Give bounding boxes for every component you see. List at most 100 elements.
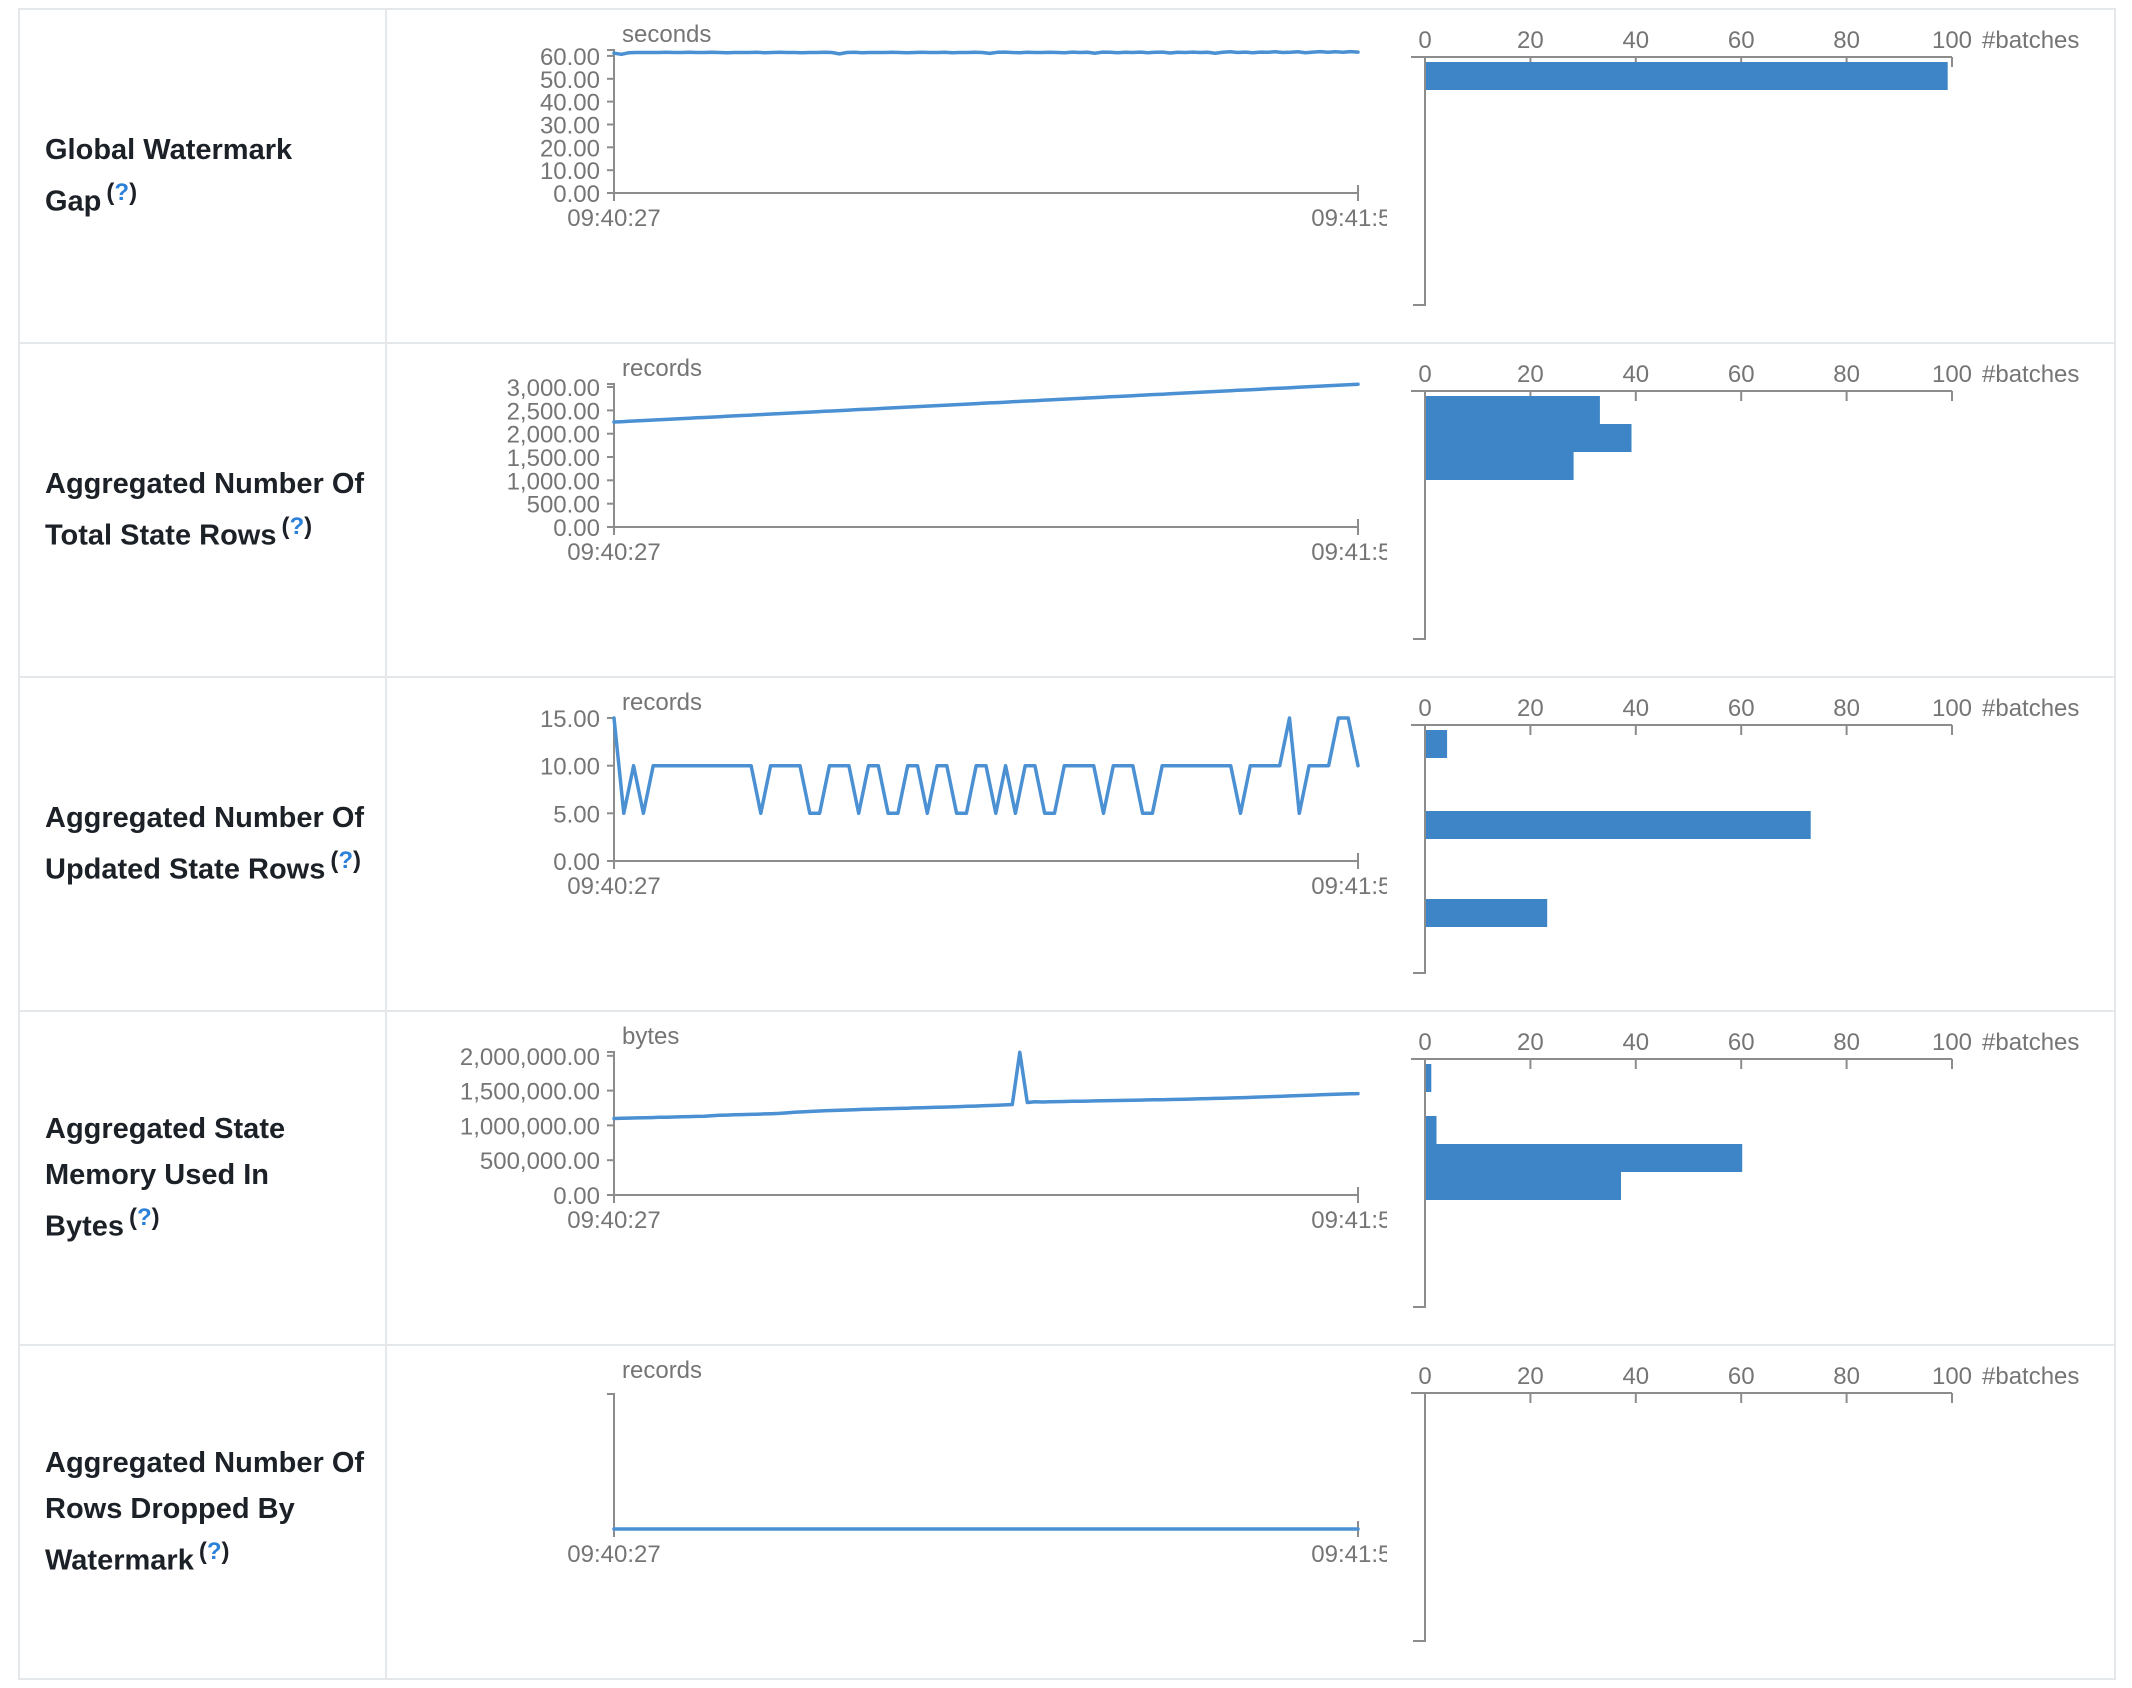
metric-help-link[interactable]: (?): [199, 1538, 230, 1565]
svg-text:09:41:56: 09:41:56: [1311, 1541, 1387, 1568]
svg-text:60: 60: [1728, 361, 1755, 388]
metric-help-link[interactable]: (?): [106, 179, 137, 206]
histogram-bar: [1426, 1064, 1432, 1092]
svg-text:09:40:27: 09:40:27: [567, 539, 660, 566]
y-axis: [607, 1393, 615, 1529]
x-axis-end-label: 09:41:56: [1311, 539, 1387, 566]
svg-text:seconds: seconds: [622, 21, 711, 48]
timeline-chart: records 09:40:27 09:41:56: [567, 1357, 1387, 1568]
svg-text:60: 60: [1728, 1029, 1755, 1056]
chart-cell: records 3,000.00 2,500.00 2,000.00 1,500.00 1…: [385, 342, 2116, 678]
metric-help-link[interactable]: (?): [129, 1204, 160, 1231]
timeline-chart: seconds 60.0050.0040.0030.0020.0010.000.0…: [540, 21, 1387, 232]
histogram-left-axis: [1413, 57, 1426, 306]
help-question-icon[interactable]: ?: [338, 846, 354, 874]
metric-help-link[interactable]: (?): [282, 513, 313, 540]
x-axis-start-label: 09:40:27: [567, 1541, 660, 1568]
timeline-chart: bytes 2,000,000.00 1,500,000.00 1,000,000.0…: [460, 1023, 1387, 1234]
streaming-statistics-table: Global Watermark Gap (?) seconds 60.00 50.0…: [18, 8, 2116, 1680]
svg-text:40: 40: [1622, 695, 1649, 722]
metric-label-cell: Aggregated Number Of Rows Dropped By Wat…: [18, 1344, 387, 1680]
svg-text:80: 80: [1833, 27, 1860, 54]
help-paren-open: (: [198, 1537, 207, 1565]
metric-label-cell: Aggregated State Memory Used In Bytes (?): [18, 1010, 387, 1346]
timeline-chart: records 3,000.002,500.002,000.001,500.001…: [507, 355, 1387, 566]
chart-cell: records 15.00 10.00 5.00 0.00 09:40:27 09:41:5…: [385, 676, 2116, 1012]
timeline-unit-label: seconds: [622, 21, 711, 48]
svg-text:80: 80: [1833, 1363, 1860, 1390]
help-question-icon[interactable]: ?: [289, 512, 305, 540]
help-question-icon[interactable]: ?: [206, 1537, 222, 1565]
svg-text:0: 0: [1418, 1029, 1431, 1056]
svg-text:09:41:56: 09:41:56: [1311, 539, 1387, 566]
metric-help-link[interactable]: (?): [330, 847, 361, 874]
histogram-bar: [1426, 62, 1948, 90]
y-axis: [607, 49, 615, 193]
svg-text:100: 100: [1932, 27, 1972, 54]
timeline-line: [612, 716, 1360, 816]
histogram-left-axis: [1413, 391, 1426, 640]
svg-text:80: 80: [1833, 695, 1860, 722]
svg-text:0.00: 0.00: [553, 849, 600, 876]
histogram-left-axis: [1413, 1393, 1426, 1642]
histogram-bar: [1426, 899, 1548, 927]
histogram-left-axis: [1413, 725, 1426, 974]
metric-row: Aggregated Number Of Updated State Rows(…: [18, 676, 2116, 1012]
histogram-bar: [1426, 1144, 1743, 1172]
svg-text:1,000.00: 1,000.00: [507, 468, 600, 495]
svg-text:500,000.00: 500,000.00: [480, 1148, 600, 1175]
x-axis: [614, 185, 1359, 194]
help-paren-open: (: [106, 178, 115, 206]
svg-text:30.00: 30.00: [540, 113, 600, 140]
timeline-line: [612, 382, 1360, 424]
histogram-left-axis: [1413, 1059, 1426, 1308]
svg-text:#batches: #batches: [1982, 361, 2079, 388]
svg-text:100: 100: [1932, 695, 1972, 722]
histogram-bar: [1426, 424, 1632, 452]
svg-text:0.00: 0.00: [553, 515, 600, 542]
help-question-icon[interactable]: ?: [114, 178, 130, 206]
histogram-axis-label: #batches: [1982, 27, 2079, 54]
svg-text:1,500,000.00: 1,500,000.00: [460, 1079, 600, 1106]
svg-text:20: 20: [1517, 1029, 1544, 1056]
histogram-bar: [1426, 452, 1574, 480]
help-paren-open: (: [330, 846, 339, 874]
svg-text:10.00: 10.00: [540, 754, 600, 781]
metric-label: Aggregated State Memory Used In Bytes: [45, 1113, 286, 1243]
metrics-table-body: Global Watermark Gap (?) seconds 60.00 50.0…: [18, 8, 2116, 1680]
histogram-axis-label: #batches: [1982, 1029, 2079, 1056]
histogram-chart: 0 20 40 60 80 100 #batches: [1411, 695, 2079, 974]
svg-text:40: 40: [1622, 361, 1649, 388]
help-question-icon[interactable]: ?: [137, 1203, 152, 1231]
histogram-chart: 0 20 40 60 80 100 #batches: [1411, 27, 2079, 306]
svg-text:#batches: #batches: [1982, 27, 2079, 54]
svg-text:20: 20: [1517, 361, 1544, 388]
svg-text:09:40:27: 09:40:27: [567, 873, 660, 900]
svg-text:records: records: [622, 355, 702, 382]
svg-text:60: 60: [1728, 695, 1755, 722]
x-axis-start-label: 09:40:27: [567, 539, 660, 566]
x-axis: [614, 1187, 1359, 1196]
timeline-line: [612, 49, 1360, 57]
metric-row: Aggregated Number Of Total State Rows (?)…: [18, 342, 2116, 678]
metric-label-cell: Aggregated Number Of Total State Rows (?): [18, 342, 387, 678]
svg-text:09:40:27: 09:40:27: [567, 1207, 660, 1234]
chart-cell: records 09:40:27 09:41:56 0 20 40 60 80 100 #batc…: [385, 1344, 2116, 1680]
svg-text:60.00: 60.00: [540, 44, 600, 71]
svg-text:20.00: 20.00: [540, 135, 600, 162]
svg-text:09:41:56: 09:41:56: [1311, 205, 1387, 232]
svg-text:20: 20: [1517, 27, 1544, 54]
help-paren-open: (: [129, 1203, 137, 1231]
histogram-bar: [1426, 1172, 1621, 1200]
x-axis: [614, 853, 1359, 862]
x-axis-start-label: 09:40:27: [567, 205, 660, 232]
metric-label: Aggregated Number Of Total State Rows: [45, 468, 365, 552]
x-axis-start-label: 09:40:27: [567, 1207, 660, 1234]
svg-text:0: 0: [1418, 27, 1431, 54]
svg-text:3,000.00: 3,000.00: [507, 375, 600, 402]
timeline-unit-label: bytes: [622, 1023, 679, 1050]
svg-text:2,500.00: 2,500.00: [507, 398, 600, 425]
x-axis: [614, 519, 1359, 528]
svg-text:60: 60: [1728, 27, 1755, 54]
